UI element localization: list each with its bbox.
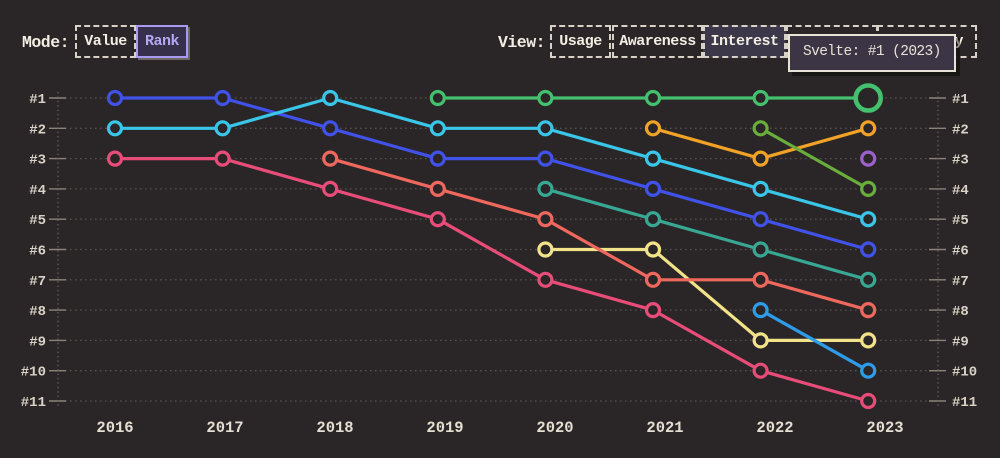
rank-label-right: #8 <box>952 304 969 320</box>
data-point-cyan[interactable] <box>322 89 339 107</box>
series-line-lime[interactable] <box>758 126 870 191</box>
data-point-teal[interactable] <box>752 241 769 258</box>
rank-label-right: #6 <box>952 244 969 260</box>
year-label: 2021 <box>646 419 683 437</box>
data-point-purple[interactable] <box>860 150 877 167</box>
data-point-cyan[interactable] <box>860 211 877 228</box>
mode-value-button[interactable]: Value <box>75 25 136 58</box>
series-line-salmon[interactable] <box>328 157 870 312</box>
data-point-teal[interactable] <box>860 271 877 288</box>
series-line-teal[interactable] <box>543 187 870 282</box>
data-point-pink[interactable] <box>537 271 554 288</box>
data-point-lime[interactable] <box>752 120 769 137</box>
rank-label-right: #11 <box>952 395 977 411</box>
view-usage-button[interactable]: Usage <box>550 25 611 58</box>
data-point-blue[interactable] <box>214 89 231 107</box>
year-label: 2017 <box>206 419 243 437</box>
view-interest-button[interactable]: Interest <box>703 25 786 58</box>
view-label: View: <box>498 33 546 52</box>
data-point-cyan[interactable] <box>214 120 231 137</box>
rank-label-left: #4 <box>29 183 46 199</box>
data-point-cyan[interactable] <box>752 180 769 197</box>
data-point-svelte-green[interactable] <box>752 89 769 107</box>
series-line-pink[interactable] <box>113 157 870 403</box>
rank-label-left: #1 <box>29 92 46 108</box>
data-point-blue[interactable] <box>860 241 877 258</box>
rank-label-right: #4 <box>952 183 969 199</box>
rank-label-right: #1 <box>952 92 969 108</box>
year-label: 2022 <box>756 419 793 437</box>
mode-rank-button[interactable]: Rank <box>136 25 188 58</box>
year-label: 2020 <box>536 419 573 437</box>
data-point-pink[interactable] <box>752 362 769 379</box>
rank-label-left: #7 <box>29 274 46 290</box>
data-point-teal[interactable] <box>537 180 554 197</box>
data-point-salmon[interactable] <box>860 302 877 319</box>
rank-label-left: #10 <box>21 365 46 381</box>
rank-label-right: #10 <box>952 365 977 381</box>
data-point-skyblue[interactable] <box>860 362 877 379</box>
chart-tooltip: Svelte: #1 (2023) <box>788 34 956 72</box>
data-point-svelte-green-highlighted[interactable] <box>853 83 884 113</box>
data-point-yellow[interactable] <box>860 332 877 349</box>
data-point-yellow[interactable] <box>537 241 554 258</box>
data-point-lime[interactable] <box>860 180 877 197</box>
data-point-blue[interactable] <box>322 120 339 137</box>
data-point-salmon[interactable] <box>644 271 662 288</box>
data-point-blue[interactable] <box>106 89 124 107</box>
data-point-orange[interactable] <box>644 120 662 137</box>
data-point-svelte-green[interactable] <box>429 89 446 107</box>
rank-label-left: #8 <box>29 304 46 320</box>
series-line-blue[interactable] <box>113 96 870 252</box>
mode-label: Mode: <box>22 33 70 52</box>
data-point-salmon[interactable] <box>537 211 554 228</box>
data-point-blue[interactable] <box>752 211 769 228</box>
data-point-pink[interactable] <box>106 150 124 167</box>
data-point-cyan[interactable] <box>106 120 124 137</box>
year-label: 2016 <box>96 419 133 437</box>
data-point-pink[interactable] <box>644 302 662 319</box>
data-point-skyblue[interactable] <box>752 302 769 319</box>
data-point-salmon[interactable] <box>752 271 769 288</box>
year-label: 2023 <box>866 419 903 437</box>
rank-label-right: #7 <box>952 274 969 290</box>
series-line-skyblue[interactable] <box>758 308 870 373</box>
series-line-cyan[interactable] <box>113 96 870 221</box>
rank-label-left: #11 <box>21 395 46 411</box>
data-point-cyan[interactable] <box>644 150 662 167</box>
data-point-cyan[interactable] <box>429 120 446 137</box>
rank-label-left: #9 <box>29 334 46 350</box>
data-point-yellow[interactable] <box>752 332 769 349</box>
data-point-salmon[interactable] <box>322 150 339 167</box>
data-point-pink[interactable] <box>322 180 339 197</box>
data-point-blue[interactable] <box>537 150 554 167</box>
data-point-yellow[interactable] <box>644 241 662 258</box>
data-point-salmon[interactable] <box>429 180 446 197</box>
data-point-pink[interactable] <box>429 211 446 228</box>
data-point-orange[interactable] <box>752 150 769 167</box>
year-label: 2019 <box>426 419 463 437</box>
year-label: 2018 <box>316 419 353 437</box>
data-point-blue[interactable] <box>429 150 446 167</box>
rank-label-right: #2 <box>952 122 969 138</box>
data-point-svelte-green[interactable] <box>644 89 662 107</box>
data-point-svelte-green[interactable] <box>537 89 554 107</box>
chart-toolbar: Mode: Value Rank View: Usage Awareness I… <box>0 0 1000 80</box>
rank-label-left: #3 <box>29 153 46 169</box>
data-point-pink[interactable] <box>214 150 231 167</box>
data-point-pink[interactable] <box>860 392 877 410</box>
data-point-blue[interactable] <box>644 180 662 197</box>
data-point-cyan[interactable] <box>537 120 554 137</box>
rank-label-right: #9 <box>952 334 969 350</box>
rank-label-right: #3 <box>952 153 969 169</box>
rank-label-left: #6 <box>29 244 46 260</box>
data-point-teal[interactable] <box>644 211 662 228</box>
data-point-orange[interactable] <box>860 120 877 137</box>
rank-label-left: #2 <box>29 122 46 138</box>
rank-label-left: #5 <box>29 213 46 229</box>
rank-label-right: #5 <box>952 213 969 229</box>
view-awareness-button[interactable]: Awareness <box>612 25 703 58</box>
